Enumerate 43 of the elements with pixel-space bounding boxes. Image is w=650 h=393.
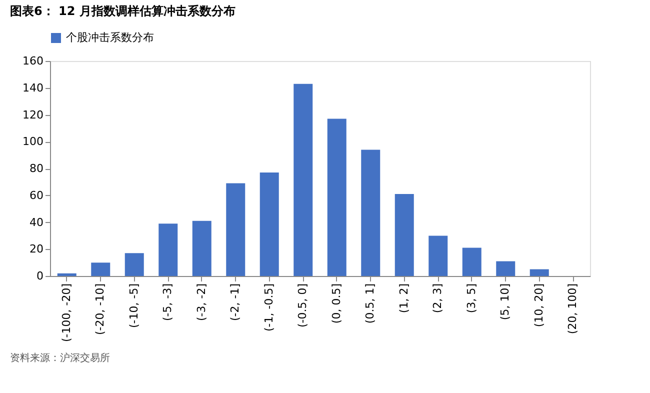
- bar: [226, 183, 246, 276]
- bar: [394, 194, 414, 276]
- bar: [158, 224, 178, 276]
- x-tick-label: (-3, -2]: [194, 284, 208, 322]
- y-tick-label: 60: [30, 188, 44, 202]
- legend-label: 个股冲击系数分布: [66, 31, 154, 44]
- y-tick-label: 160: [22, 54, 44, 68]
- text: 资料来源：沪深交易所: [10, 352, 110, 364]
- x-tick-label: (1, 2]: [397, 284, 410, 314]
- x-tick-label: (0.5, 1]: [364, 284, 377, 324]
- bar: [327, 118, 346, 276]
- bar: [361, 150, 380, 276]
- y-tick-label: 120: [22, 108, 44, 122]
- bar: [260, 172, 279, 276]
- bar: [530, 269, 549, 276]
- y-tick-label: 80: [30, 162, 44, 175]
- x-tick-label: (3, 5]: [464, 284, 478, 314]
- y-tick-label: 140: [22, 81, 44, 94]
- x-tick-label: (5, 10]: [498, 284, 512, 320]
- chart-title: 图表6： 12 月指数调样估算冲击系数分布: [10, 4, 236, 18]
- x-tick-label: (-20, -10]: [94, 284, 107, 336]
- y-tick-label: 100: [22, 135, 44, 148]
- x-tick-label: (-5, -3]: [161, 284, 174, 322]
- x-tick-label: (-100, -20]: [60, 284, 73, 342]
- x-tick-label: (0, 0.5]: [330, 284, 343, 324]
- bar: [192, 220, 212, 276]
- x-tick-label: (-10, -5]: [127, 284, 140, 328]
- x-tick-label: (-0.5, 0]: [296, 284, 310, 328]
- bar: [294, 84, 313, 276]
- bar: [91, 262, 110, 276]
- bar: [57, 273, 76, 276]
- y-tick-label: 0: [36, 270, 44, 282]
- x-tick-label: (2, 3]: [431, 284, 444, 314]
- bar: [462, 248, 482, 276]
- bar: [496, 261, 516, 276]
- bar: [124, 253, 144, 276]
- x-tick-label: (10, 20]: [532, 284, 546, 328]
- x-tick-label: (-1, -0.5]: [262, 284, 276, 332]
- x-tick-label: (20, 100]: [566, 284, 580, 334]
- y-tick-label: 20: [30, 242, 44, 256]
- x-tick-label: (-2, -1]: [228, 284, 242, 322]
- y-tick-label: 40: [30, 216, 44, 229]
- bar: [428, 236, 448, 276]
